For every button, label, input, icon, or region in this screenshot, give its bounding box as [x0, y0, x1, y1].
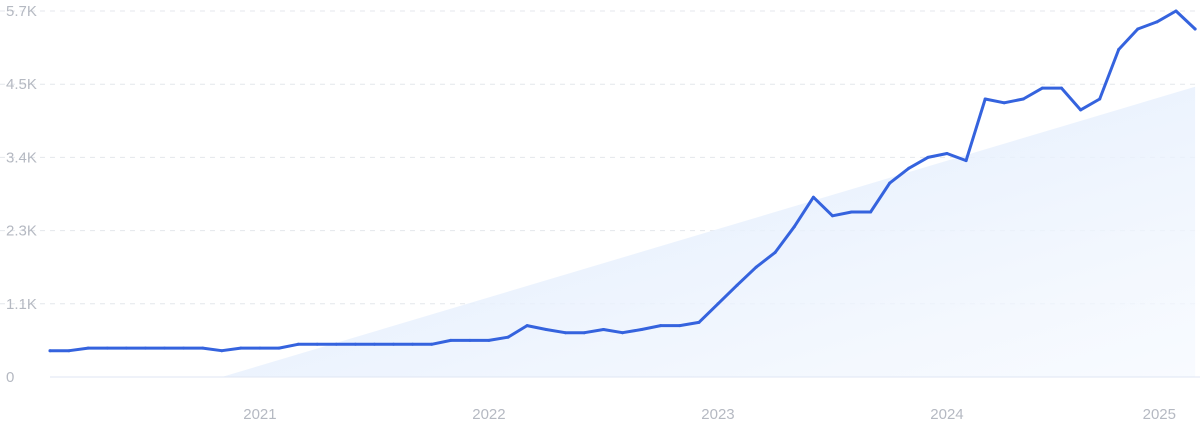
data-point: [850, 210, 854, 214]
y-tick-label: 5.7K: [6, 3, 37, 20]
x-axis-labels: 2021 2022 2023 2024 2025: [243, 406, 1176, 423]
data-point: [621, 331, 624, 335]
x-tick-label: 2025: [1143, 406, 1176, 423]
data-point: [563, 331, 567, 335]
y-tick-label: 2.3K: [6, 223, 37, 240]
data-point: [945, 152, 949, 155]
trend-area: [221, 86, 1196, 377]
data-point: [1155, 20, 1159, 24]
data-point: [449, 338, 453, 342]
data-point: [869, 210, 873, 214]
y-tick-label: 0: [6, 369, 14, 386]
data-point: [372, 342, 376, 346]
y-axis-labels: 0 1.1K 2.3K 3.4K 4.5K 5.7K: [6, 3, 37, 386]
data-point: [1021, 97, 1025, 101]
data-point: [926, 155, 930, 159]
data-points: [48, 9, 1197, 353]
data-point: [353, 342, 357, 346]
data-point: [544, 328, 548, 331]
data-point: [220, 349, 224, 353]
data-point: [697, 320, 701, 324]
y-tick-label: 3.4K: [6, 149, 37, 166]
data-point: [1060, 86, 1063, 90]
data-point: [1174, 9, 1178, 13]
data-point: [831, 214, 834, 218]
data-point: [773, 250, 777, 254]
y-tick-label: 4.5K: [6, 76, 37, 93]
data-point: [792, 225, 796, 229]
data-point: [983, 97, 987, 101]
data-point: [1098, 97, 1102, 101]
data-point: [678, 324, 682, 328]
data-point: [487, 338, 491, 342]
data-point: [163, 346, 166, 350]
data-point: [1002, 101, 1006, 105]
data-point: [258, 346, 262, 350]
data-point: [1193, 27, 1197, 31]
data-point: [411, 342, 415, 346]
x-tick-label: 2023: [701, 406, 734, 423]
data-point: [239, 346, 243, 350]
data-point: [315, 342, 319, 346]
data-point: [582, 331, 586, 335]
data-point: [525, 324, 529, 328]
data-point: [964, 159, 968, 163]
data-point: [86, 346, 90, 350]
data-point: [602, 328, 605, 331]
data-point: [182, 346, 186, 350]
data-point: [754, 265, 758, 269]
data-point: [296, 342, 300, 346]
data-point: [1040, 86, 1044, 90]
data-point: [659, 324, 663, 328]
data-point: [124, 346, 128, 350]
data-point: [888, 181, 892, 185]
data-point: [201, 346, 205, 350]
data-point: [143, 346, 147, 350]
data-point: [811, 195, 815, 199]
data-point: [735, 283, 739, 287]
data-point: [105, 346, 109, 350]
data-point: [907, 166, 911, 170]
x-tick-label: 2021: [243, 406, 276, 423]
x-tick-label: 2024: [930, 406, 963, 423]
data-point: [468, 338, 472, 342]
data-point: [48, 349, 52, 353]
x-tick-label: 2022: [472, 406, 505, 423]
data-point: [277, 346, 281, 350]
data-point: [1079, 108, 1083, 112]
data-point: [67, 349, 71, 353]
data-point: [640, 328, 644, 331]
data-point: [1136, 27, 1140, 31]
data-point: [506, 335, 510, 339]
data-point: [716, 302, 720, 306]
data-point: [430, 342, 434, 346]
y-tick-label: 1.1K: [6, 296, 37, 313]
data-point: [334, 342, 338, 346]
data-point: [1117, 48, 1121, 51]
data-point: [392, 342, 395, 346]
